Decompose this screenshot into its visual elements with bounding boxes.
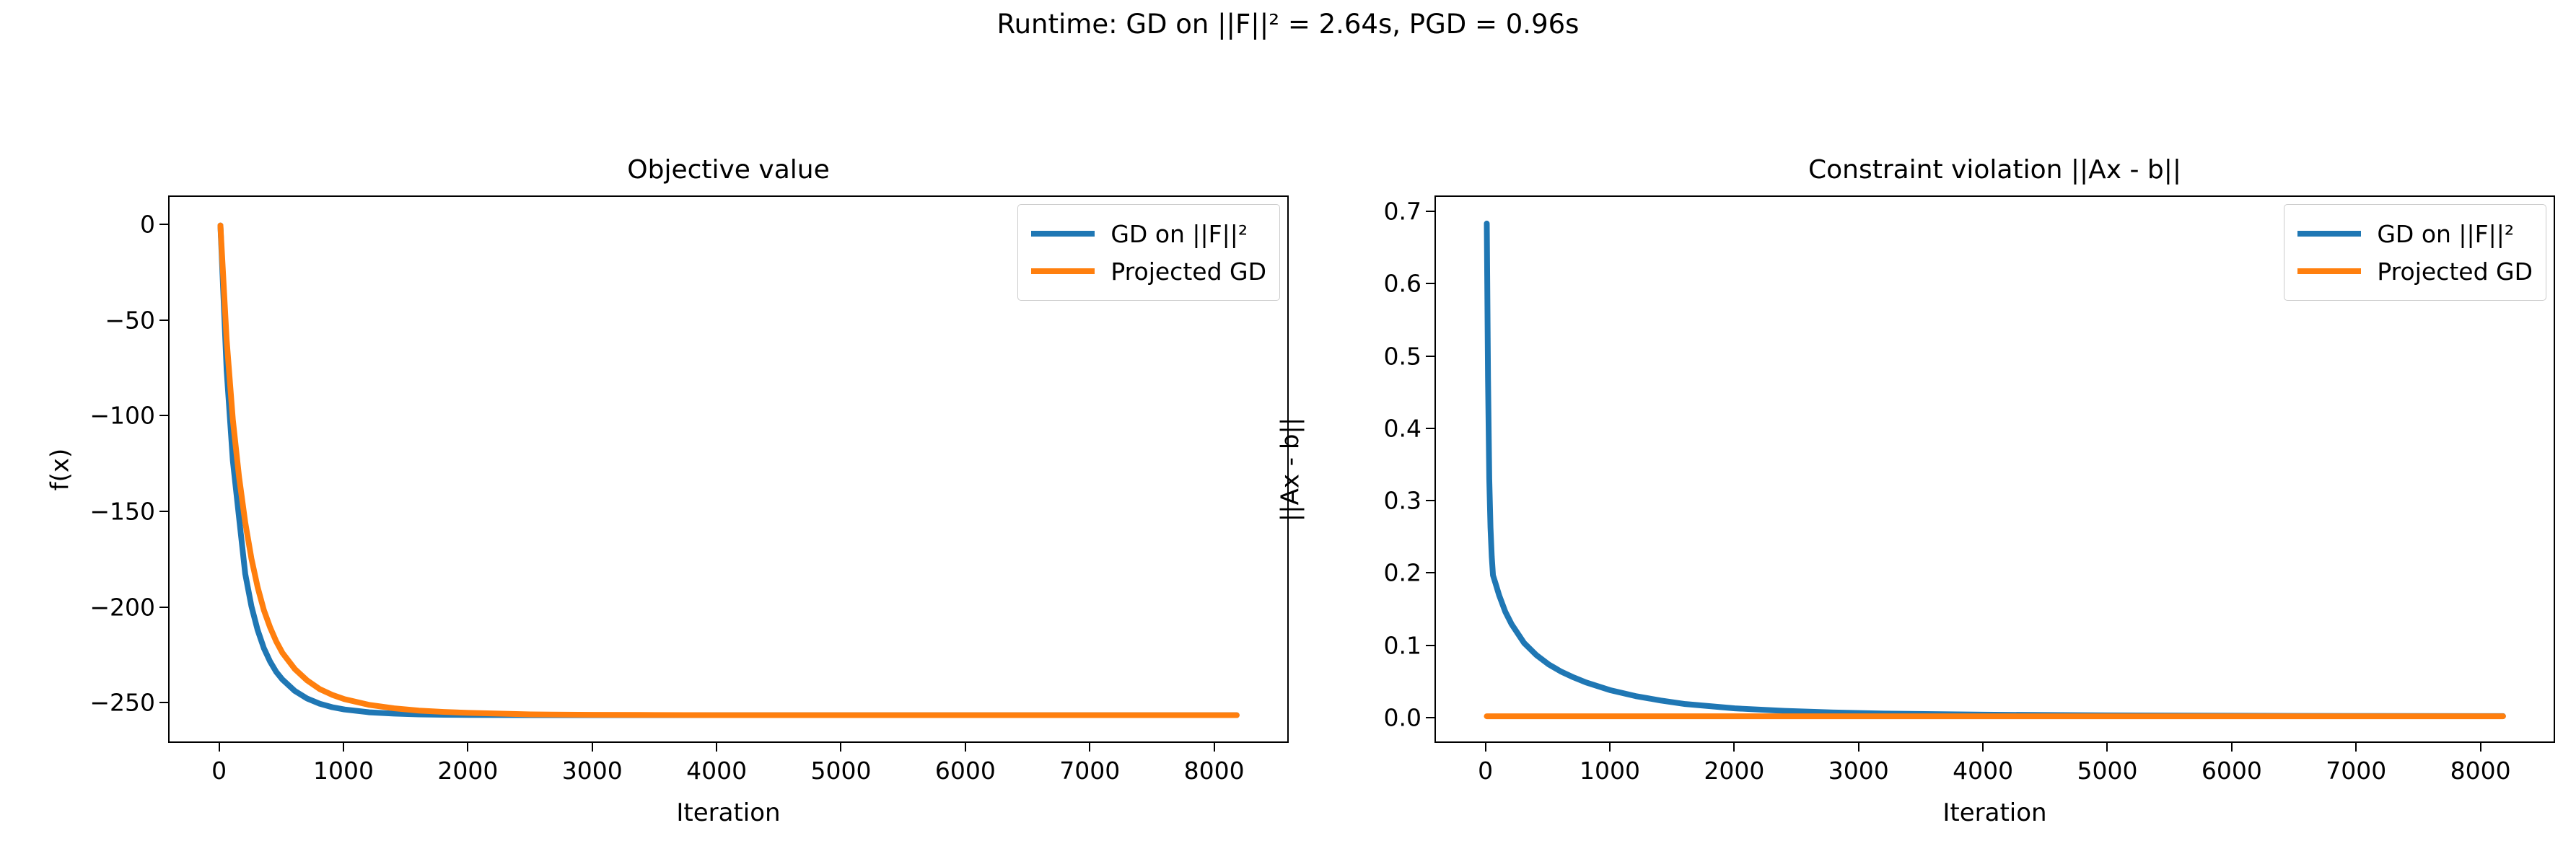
ytick-label: 0.2 <box>1383 558 1421 587</box>
xtick-label: 4000 <box>686 757 748 785</box>
xtick-mark <box>840 743 842 752</box>
legend-color-swatch <box>1031 231 1095 237</box>
legend-entry-label: Projected GD <box>2377 257 2533 286</box>
ytick-mark <box>159 415 168 417</box>
ytick-label: −100 <box>89 401 155 430</box>
xtick-mark <box>1089 743 1091 752</box>
legend-entry[interactable]: Projected GD <box>2297 252 2533 290</box>
ytick-mark <box>1426 355 1434 357</box>
xtick-mark <box>591 743 593 752</box>
ytick-label: 0 <box>140 210 155 239</box>
legend-constraint[interactable]: GD on ||F||² Projected GD <box>2284 204 2546 301</box>
legend-color-swatch <box>2297 268 2362 274</box>
ytick-label: −50 <box>105 306 155 334</box>
ytick-mark <box>159 319 168 321</box>
xtick-label: 7000 <box>2326 757 2387 785</box>
ytick-mark <box>1426 283 1434 285</box>
xtick-mark <box>467 743 469 752</box>
xtick-mark <box>2355 743 2357 752</box>
xtick-mark <box>964 743 966 752</box>
xtick-label: 3000 <box>561 757 623 785</box>
xtick-label: 2000 <box>437 757 499 785</box>
legend-color-swatch <box>2297 231 2362 237</box>
xtick-label: 2000 <box>1704 757 1765 785</box>
xtick-label: 1000 <box>1580 757 1641 785</box>
ytick-mark <box>1426 644 1434 646</box>
legend-color-swatch <box>1031 268 1095 274</box>
legend-entry-label: Projected GD <box>1110 257 1266 286</box>
ytick-label: −200 <box>89 593 155 622</box>
ytick-label: 0.1 <box>1383 631 1421 660</box>
ylabel-constraint: ||Ax - b|| <box>1276 417 1305 521</box>
xtick-mark <box>2479 743 2481 752</box>
xtick-label: 6000 <box>2201 757 2262 785</box>
xlabel-objective: Iteration <box>676 798 781 827</box>
xtick-label: 7000 <box>1059 757 1121 785</box>
xtick-mark <box>1733 743 1735 752</box>
xtick-label: 0 <box>211 757 227 785</box>
ytick-mark <box>159 702 168 704</box>
ytick-mark <box>1426 500 1434 502</box>
plot-lines-objective <box>217 222 1240 718</box>
legend-objective[interactable]: GD on ||F||² Projected GD <box>1017 204 1280 301</box>
xtick-label: 1000 <box>313 757 374 785</box>
ytick-mark <box>159 223 168 225</box>
xtick-label: 0 <box>1478 757 1494 785</box>
legend-entry[interactable]: Projected GD <box>1031 252 1266 290</box>
ytick-mark <box>1426 211 1434 213</box>
xtick-mark <box>2106 743 2108 752</box>
legend-entry[interactable]: GD on ||F||² <box>1031 215 1266 252</box>
legend-entry-label: GD on ||F||² <box>1110 219 1248 248</box>
ytick-label: 0.5 <box>1383 342 1421 371</box>
axes-constraint-violation: Constraint violation ||Ax - b|| 0.0 0.1 0.… <box>1276 155 2555 827</box>
xtick-mark <box>1982 743 1984 752</box>
figure-suptitle: Runtime: GD on ||F||² = 2.64s, PGD = 0.9… <box>996 9 1580 40</box>
xtick-label: 8000 <box>2450 757 2511 785</box>
ytick-label: 0.6 <box>1383 269 1421 298</box>
xtick-mark <box>218 743 220 752</box>
xtick-mark <box>1609 743 1611 752</box>
legend-entry[interactable]: GD on ||F||² <box>2297 215 2533 252</box>
axes-objective-value: Objective value 0 −50 −100 −150 −200 −250 0 100… <box>45 155 1289 827</box>
ytick-mark <box>159 510 168 512</box>
xtick-label: 4000 <box>1953 757 2014 785</box>
xtick-mark <box>343 743 345 752</box>
xtick-mark <box>716 743 718 752</box>
xtick-label: 8000 <box>1183 757 1245 785</box>
legend-entry-label: GD on ||F||² <box>2377 219 2515 248</box>
xtick-label: 5000 <box>810 757 872 785</box>
xtick-label: 3000 <box>1828 757 1889 785</box>
xtick-mark <box>1484 743 1486 752</box>
ytick-label: 0.3 <box>1383 486 1421 515</box>
xtick-mark <box>1857 743 1859 752</box>
ytick-label: 0.0 <box>1383 703 1421 732</box>
plot-lines-constraint <box>1484 220 2506 720</box>
xtick-mark <box>1213 743 1215 752</box>
xtick-label: 5000 <box>2077 757 2138 785</box>
ytick-label: −150 <box>89 497 155 526</box>
ytick-mark <box>1426 572 1434 574</box>
ytick-label: 0.7 <box>1383 197 1421 226</box>
axes-title-constraint: Constraint violation ||Ax - b|| <box>1808 155 2182 185</box>
axes-title-objective: Objective value <box>627 155 830 185</box>
ytick-mark <box>1426 716 1434 718</box>
ylabel-objective: f(x) <box>45 448 74 490</box>
xlabel-constraint: Iteration <box>1942 798 2047 827</box>
ytick-mark <box>1426 427 1434 429</box>
ytick-label: −250 <box>89 688 155 717</box>
ytick-label: 0.4 <box>1383 414 1421 443</box>
series-line-pgd <box>217 222 1240 718</box>
xtick-label: 6000 <box>934 757 996 785</box>
ytick-mark <box>159 606 168 608</box>
xtick-mark <box>2230 743 2233 752</box>
